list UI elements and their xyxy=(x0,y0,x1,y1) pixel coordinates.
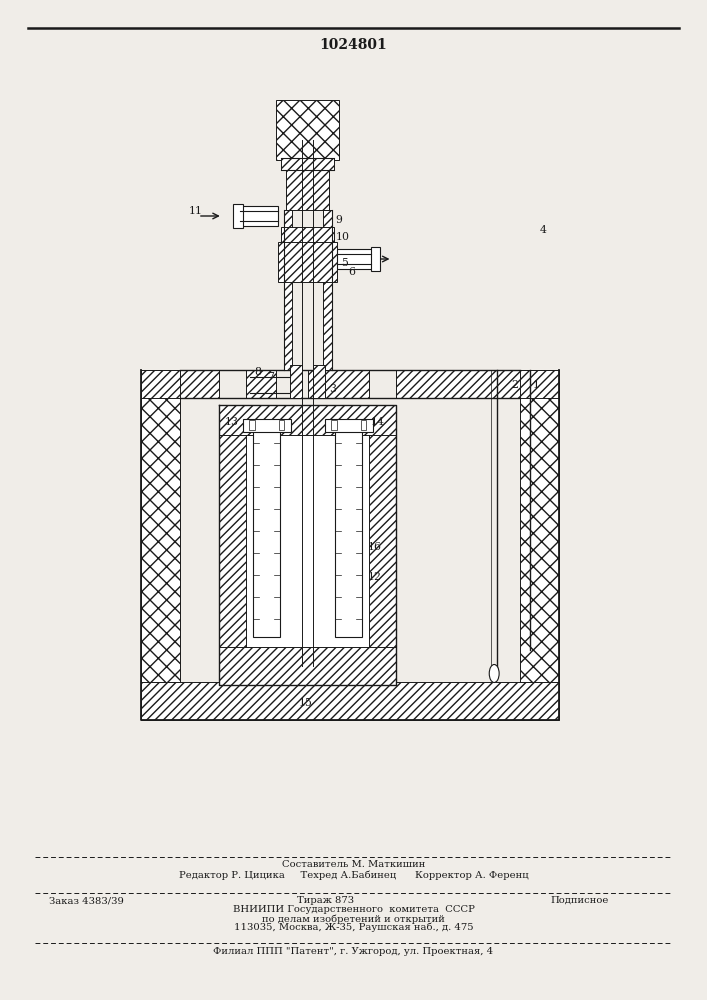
Text: 14: 14 xyxy=(370,417,385,427)
Text: 5: 5 xyxy=(341,258,348,268)
Bar xyxy=(369,405,396,685)
Bar xyxy=(286,170,329,210)
Text: 13: 13 xyxy=(225,417,239,427)
Bar xyxy=(396,370,520,397)
Text: 7: 7 xyxy=(267,372,274,382)
Bar xyxy=(290,365,302,397)
Bar xyxy=(331,420,337,430)
Bar xyxy=(281,227,334,243)
Bar xyxy=(180,370,219,397)
Bar xyxy=(337,249,373,269)
Bar xyxy=(308,370,369,397)
Text: 10: 10 xyxy=(336,232,350,242)
Text: 12: 12 xyxy=(368,572,382,582)
Text: ВНИИПИ Государственного  комитета  СССР: ВНИИПИ Государственного комитета СССР xyxy=(233,905,474,914)
Bar xyxy=(219,405,396,435)
Bar xyxy=(279,420,284,430)
Bar xyxy=(141,370,180,682)
Bar xyxy=(276,100,339,160)
Text: Подписное: Подписное xyxy=(551,896,609,905)
Text: 4: 4 xyxy=(539,225,547,235)
Ellipse shape xyxy=(489,664,499,682)
Text: 15: 15 xyxy=(299,698,313,708)
Text: 9: 9 xyxy=(336,215,343,225)
Text: Филиал ППП "Патент", г. Ужгород, ул. Проектная, 4: Филиал ППП "Патент", г. Ужгород, ул. Про… xyxy=(214,947,493,956)
Text: 8: 8 xyxy=(255,367,262,377)
Bar xyxy=(520,370,559,682)
Text: Заказ 4383/39: Заказ 4383/39 xyxy=(49,896,124,905)
Bar xyxy=(323,210,332,370)
Text: 1: 1 xyxy=(532,380,539,390)
Bar xyxy=(284,210,292,370)
Bar xyxy=(141,682,559,720)
Bar xyxy=(219,647,396,685)
Bar xyxy=(249,420,255,430)
Text: по делам изобретений и открытий: по делам изобретений и открытий xyxy=(262,914,445,924)
Text: 6: 6 xyxy=(349,267,356,277)
Bar xyxy=(325,419,373,432)
Bar xyxy=(335,427,362,637)
Bar xyxy=(240,206,278,226)
Bar xyxy=(313,365,325,397)
Text: Составитель М. Маткишин: Составитель М. Маткишин xyxy=(282,860,425,869)
Bar xyxy=(281,158,334,170)
Text: 3: 3 xyxy=(329,384,336,394)
Text: 16: 16 xyxy=(368,542,382,552)
Bar xyxy=(243,419,291,432)
Bar xyxy=(233,204,243,228)
Bar xyxy=(361,420,366,430)
Text: 11: 11 xyxy=(189,206,203,216)
Bar xyxy=(470,370,559,397)
Text: Редактор Р. Цицика     Техред А.Бабинец      Корректор А. Ференц: Редактор Р. Цицика Техред А.Бабинец Корр… xyxy=(179,870,528,880)
Bar xyxy=(219,405,246,685)
Bar xyxy=(246,405,369,647)
Bar xyxy=(246,370,276,397)
Bar xyxy=(371,247,380,271)
Text: 1024801: 1024801 xyxy=(320,38,387,52)
Text: Тираж 873: Тираж 873 xyxy=(297,896,354,905)
Bar xyxy=(141,370,205,397)
Text: 2: 2 xyxy=(511,380,518,390)
Text: 113035, Москва, Ж-35, Раушская наб., д. 475: 113035, Москва, Ж-35, Раушская наб., д. … xyxy=(234,923,473,932)
Bar xyxy=(253,427,280,637)
Bar xyxy=(278,242,337,282)
